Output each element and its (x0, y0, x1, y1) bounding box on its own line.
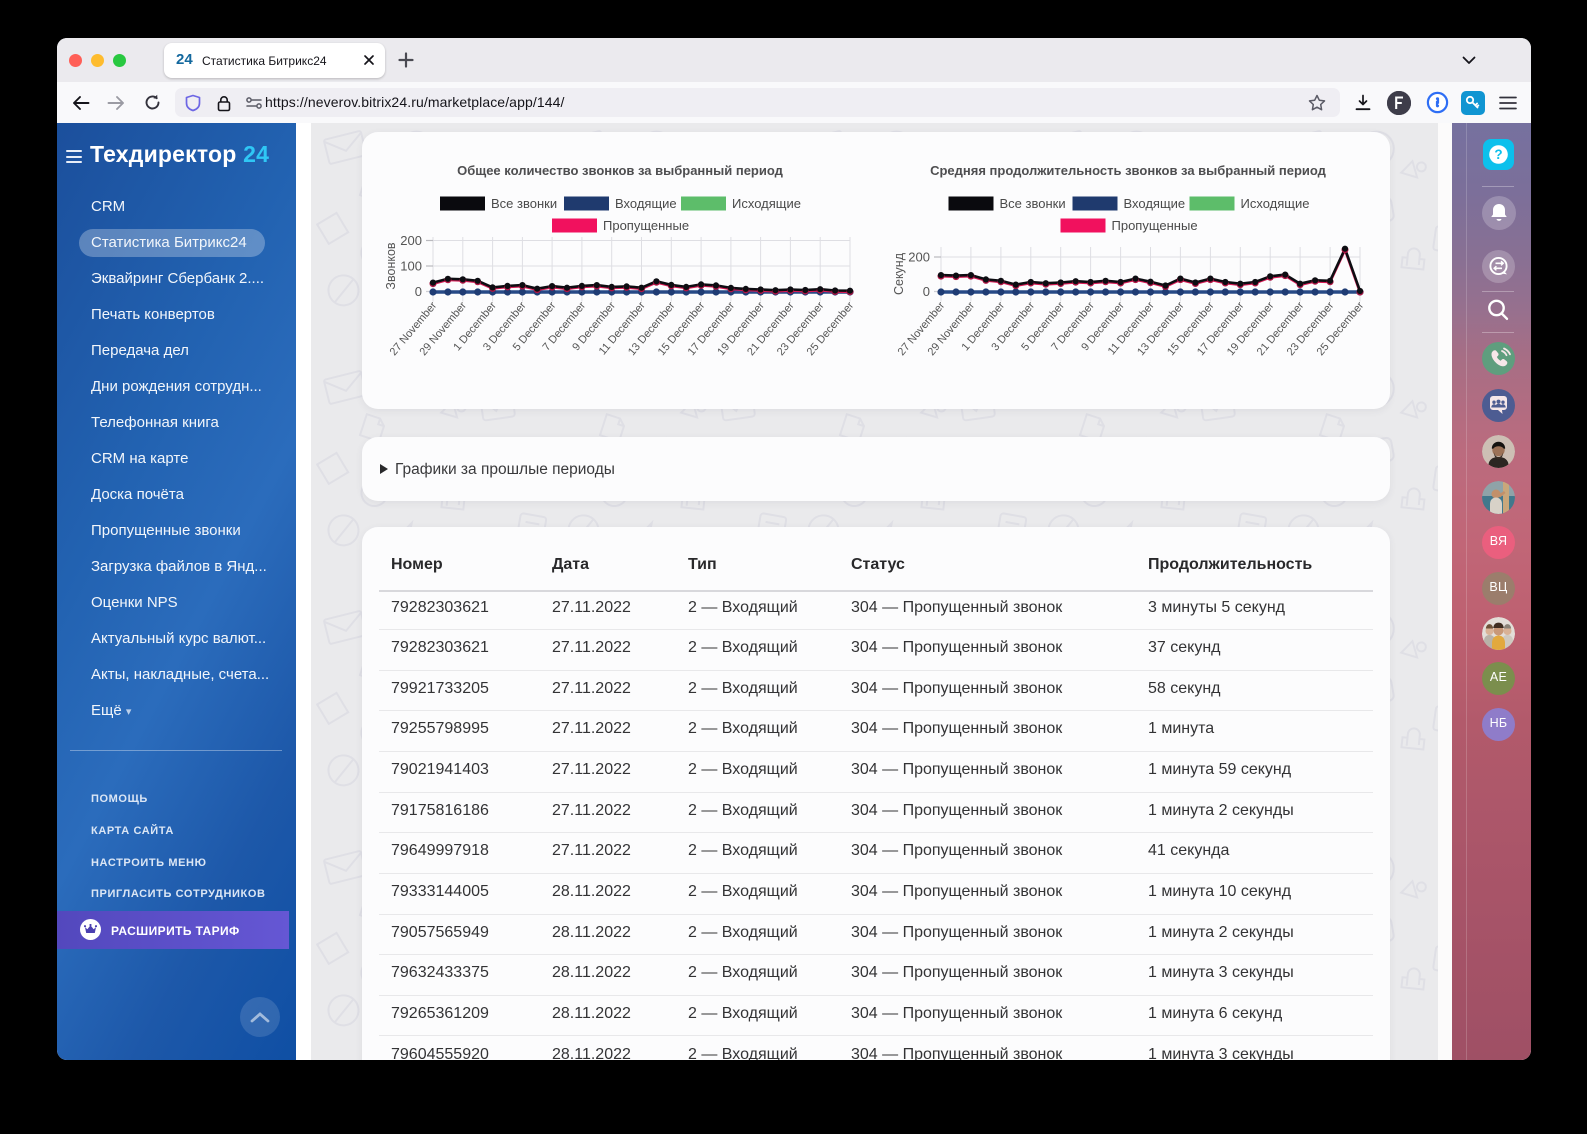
svg-text:200: 200 (400, 233, 422, 248)
svg-text:Все звонки: Все звонки (491, 196, 557, 211)
svg-text:Входящие: Входящие (615, 196, 677, 211)
svg-text:Звонков: Звонков (384, 242, 398, 289)
svg-text:Входящие: Входящие (1124, 196, 1186, 211)
svg-text:Исходящие: Исходящие (1241, 196, 1310, 211)
svg-text:Пропущенные: Пропущенные (1112, 218, 1198, 233)
svg-text:100: 100 (400, 259, 422, 274)
svg-text:200: 200 (908, 250, 930, 265)
svg-text:0: 0 (923, 284, 930, 299)
svg-text:Средняя продолжительность звон: Средняя продолжительность звонков за выб… (930, 163, 1327, 178)
svg-text:Секунд: Секунд (892, 252, 906, 295)
svg-text:Пропущенные: Пропущенные (603, 218, 689, 233)
svg-text:Общее количество звонков за вы: Общее количество звонков за выбранный пе… (457, 163, 784, 178)
svg-text:Все звонки: Все звонки (1000, 196, 1066, 211)
svg-text:Исходящие: Исходящие (732, 196, 801, 211)
svg-text:0: 0 (415, 284, 422, 299)
svg-text:?: ? (1494, 147, 1502, 162)
